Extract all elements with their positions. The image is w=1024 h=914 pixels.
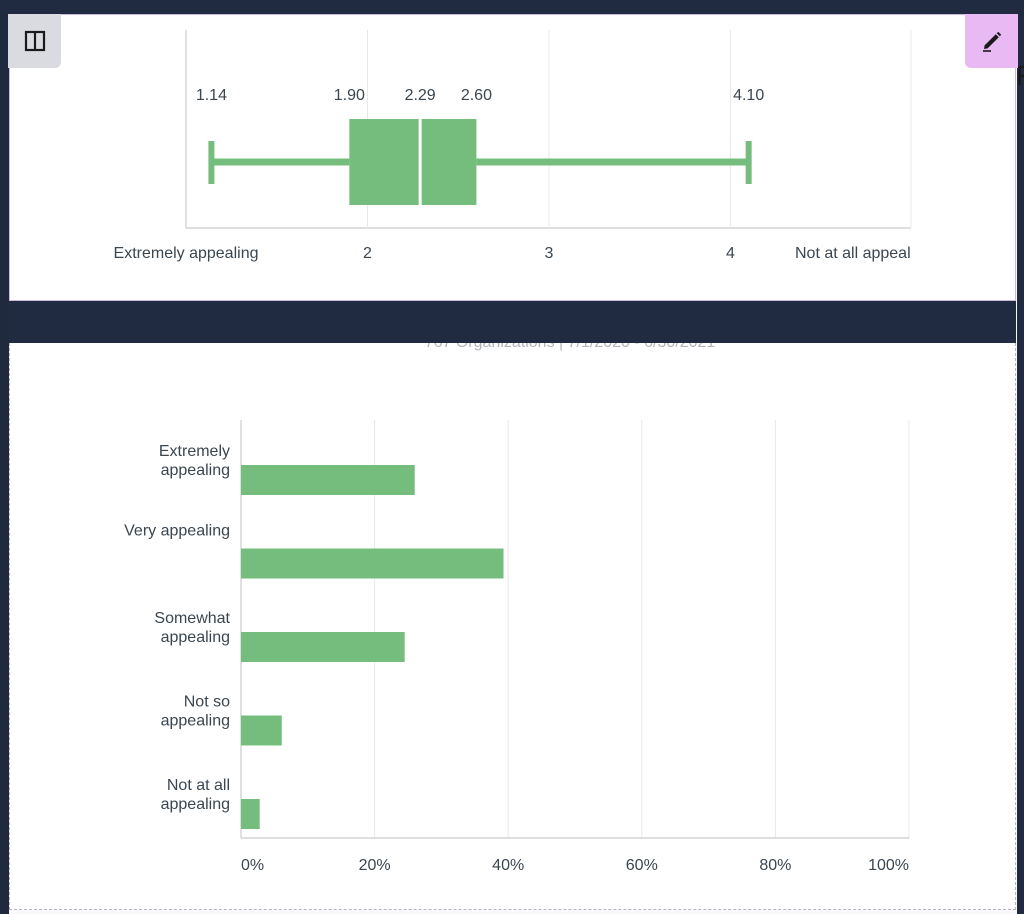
box-plot-min-cap bbox=[208, 141, 215, 184]
bar-chart-tick-label: 40% bbox=[492, 857, 524, 874]
bar-chart-tick-label: 60% bbox=[626, 857, 658, 874]
bar-chart-bar bbox=[241, 548, 504, 579]
box-plot-value-label: 2.29 bbox=[405, 87, 436, 104]
box-plot-tick-label: Not at all appeal bbox=[795, 245, 911, 262]
bar-chart-category-label: Somewhat appealing bbox=[154, 610, 230, 646]
box-plot-panel bbox=[9, 14, 1016, 301]
box-plot-tick-label: 4 bbox=[726, 245, 735, 262]
bar-chart-category-label: Very appealing bbox=[124, 523, 230, 540]
box-plot-value-label: 1.14 bbox=[196, 87, 227, 104]
pencil-icon bbox=[982, 31, 1001, 52]
split-view-icon bbox=[24, 30, 45, 52]
box-plot-value-label: 4.10 bbox=[733, 87, 764, 104]
layout-toggle-button[interactable] bbox=[8, 14, 61, 68]
bar-chart-tick-label: 100% bbox=[868, 857, 909, 874]
right-edge-strip bbox=[1017, 14, 1024, 914]
bar-chart-tick-label: 20% bbox=[359, 857, 391, 874]
bar-chart-category-label: Extremely appealing bbox=[159, 443, 230, 479]
box-plot-value-label: 1.90 bbox=[334, 87, 365, 104]
bar-chart-category-label: Not at all appealing bbox=[161, 777, 230, 813]
box-plot: 1.14 1.90 2.29 2.60 4.10 Extremely appealing 2… bbox=[114, 30, 912, 262]
bar-chart-bar bbox=[241, 465, 415, 495]
box-plot-value-label: 2.60 bbox=[461, 87, 492, 104]
left-edge-strip bbox=[0, 14, 9, 914]
edit-button[interactable] bbox=[965, 14, 1018, 68]
bar-chart-panel bbox=[9, 343, 1016, 910]
box-plot-max-cap bbox=[745, 141, 752, 184]
box-plot-tick-label: 3 bbox=[545, 245, 554, 262]
bar-chart-tick-label: 80% bbox=[759, 857, 791, 874]
chart-subtitle: 767 Organizations | 7/1/2020 - 6/30/2021 bbox=[320, 343, 820, 352]
box-plot-tick-label: 2 bbox=[363, 245, 372, 262]
section-divider-band bbox=[9, 301, 1016, 343]
box-plot-tick-label: Extremely appealing bbox=[114, 245, 259, 262]
bar-chart: Extremely appealing Very appealing Somewhat… bbox=[124, 420, 910, 874]
cut-off-glyph: F bbox=[1016, 56, 1024, 96]
bar-chart-bar bbox=[241, 632, 405, 662]
bar-chart-category-label: Not so appealing bbox=[161, 694, 231, 730]
top-navy-strip bbox=[0, 0, 1024, 14]
box-plot-iqr-box bbox=[349, 119, 477, 205]
bar-chart-bar bbox=[241, 799, 260, 829]
bar-chart-bar bbox=[241, 715, 282, 746]
bar-chart-tick-label: 0% bbox=[241, 857, 264, 874]
